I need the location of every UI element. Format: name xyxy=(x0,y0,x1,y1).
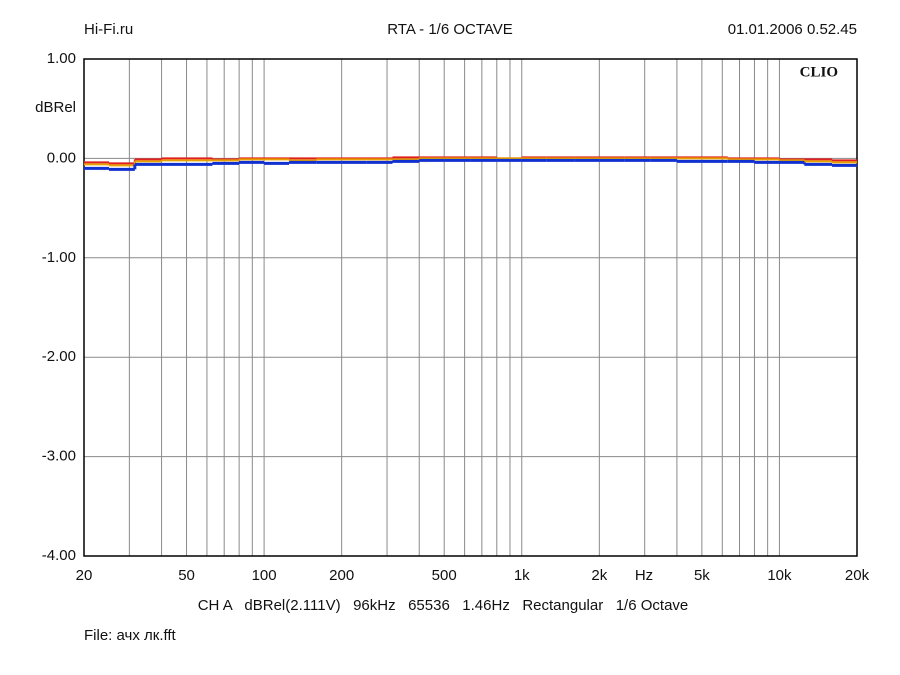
x-tick-label: 100 xyxy=(252,567,277,584)
y-tick-label: -2.00 xyxy=(42,348,76,365)
header-left: Hi-Fi.ru xyxy=(84,21,133,38)
x-tick-label: 500 xyxy=(432,567,457,584)
x-tick-label: 5k xyxy=(694,567,710,584)
x-axis-label: Hz xyxy=(635,567,653,584)
brand-logo: CLIO xyxy=(800,64,838,80)
x-tick-label: 200 xyxy=(329,567,354,584)
y-tick-label: 1.00 xyxy=(47,50,76,67)
y-tick-label: 0.00 xyxy=(47,149,76,166)
x-tick-label: 2k xyxy=(591,567,607,584)
y-tick-label: -3.00 xyxy=(42,448,76,465)
y-tick-label: -4.00 xyxy=(42,547,76,564)
file-name: File: ачх лк.fft xyxy=(84,627,177,644)
x-tick-label: 1k xyxy=(514,567,530,584)
x-tick-label: 10k xyxy=(767,567,792,584)
footer: CH A dBRel(2.111V) 96kHz 65536 1.46Hz Re… xyxy=(198,597,689,614)
y-tick-label: -1.00 xyxy=(42,249,76,266)
chart-title: RTA - 1/6 OCTAVE xyxy=(387,21,513,38)
y-axis-label: dBRel xyxy=(35,99,76,116)
x-tick-label: 20k xyxy=(845,567,870,584)
header-right: 01.01.2006 0.52.45 xyxy=(728,21,857,38)
x-tick-label: 20 xyxy=(76,567,93,584)
plot-frame xyxy=(83,58,858,557)
x-tick-label: 50 xyxy=(178,567,195,584)
